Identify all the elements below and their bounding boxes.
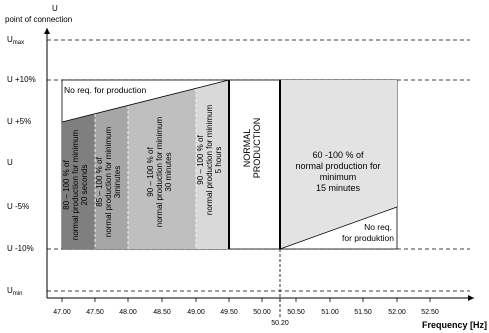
region-label: 90 – 100 % ofnormal production for minim… bbox=[146, 117, 173, 228]
y-label: U bbox=[7, 158, 13, 167]
x-title: Frequency [Hz] bbox=[422, 320, 487, 330]
y-label: U +10% bbox=[7, 75, 36, 84]
y-label: U -10% bbox=[7, 244, 34, 253]
y-label: Umin bbox=[7, 286, 22, 297]
x-ticks: 47.00 47.50 48.00 48.50 49.00 49.50 50.0050.20… bbox=[53, 298, 439, 327]
region-label: No req. for production bbox=[64, 85, 146, 95]
x-tick-label: 49.00 bbox=[187, 309, 205, 316]
region-label: No req. for produktion bbox=[342, 222, 394, 243]
region-1 bbox=[62, 113, 95, 249]
region-label: 60 -100 % of normal production for minimum… bbox=[295, 150, 380, 193]
x-tick-label: 50.50 bbox=[287, 309, 305, 316]
x-tick-label: 51.00 bbox=[321, 309, 339, 316]
y-label: U +5% bbox=[7, 117, 31, 126]
y-label-main: U bbox=[7, 35, 13, 44]
region-label: 85 – 100 % ofnormal production for minim… bbox=[95, 127, 122, 238]
region-2 bbox=[95, 105, 128, 250]
x-tick-label: 49.50 bbox=[220, 309, 238, 316]
region-dividers bbox=[94, 89, 197, 249]
y-title: U bbox=[52, 4, 58, 13]
x-tick-label: 52.00 bbox=[388, 309, 406, 316]
x-tick-label: 48.50 bbox=[153, 309, 171, 316]
x-tick-label: 48.00 bbox=[119, 309, 137, 316]
limit-line bbox=[279, 206, 398, 250]
y-label-sub: max bbox=[13, 40, 24, 46]
y-label-sub: min bbox=[13, 291, 23, 297]
x-tick-label: 47.50 bbox=[86, 309, 104, 316]
x-tick-label: 51.50 bbox=[354, 309, 372, 316]
y-label: U -5% bbox=[7, 202, 29, 211]
y-labels: Umax U +10% U +5% U U -5% U -10% Umin bbox=[7, 35, 36, 297]
region-3 bbox=[128, 88, 196, 249]
limit-line bbox=[61, 79, 230, 123]
y-label: Umax bbox=[7, 35, 24, 46]
x-tick-label: 50.00 bbox=[253, 309, 271, 316]
x-tick-label: 47.00 bbox=[53, 309, 71, 316]
region-6 bbox=[280, 80, 397, 249]
region-label: 90 – 100 % ofnormal production for minim… bbox=[196, 105, 223, 216]
x-tick-label: 50.20 bbox=[271, 320, 289, 327]
x-tick-label: 52.50 bbox=[421, 309, 439, 316]
y-title: point of connection bbox=[5, 15, 72, 24]
y-label-main: U bbox=[7, 286, 13, 295]
region-4 bbox=[196, 80, 229, 249]
region-label: NORMALPRODUCTION bbox=[242, 118, 262, 179]
region-label: 80 – 100 % ofnormal production for minim… bbox=[62, 130, 89, 241]
